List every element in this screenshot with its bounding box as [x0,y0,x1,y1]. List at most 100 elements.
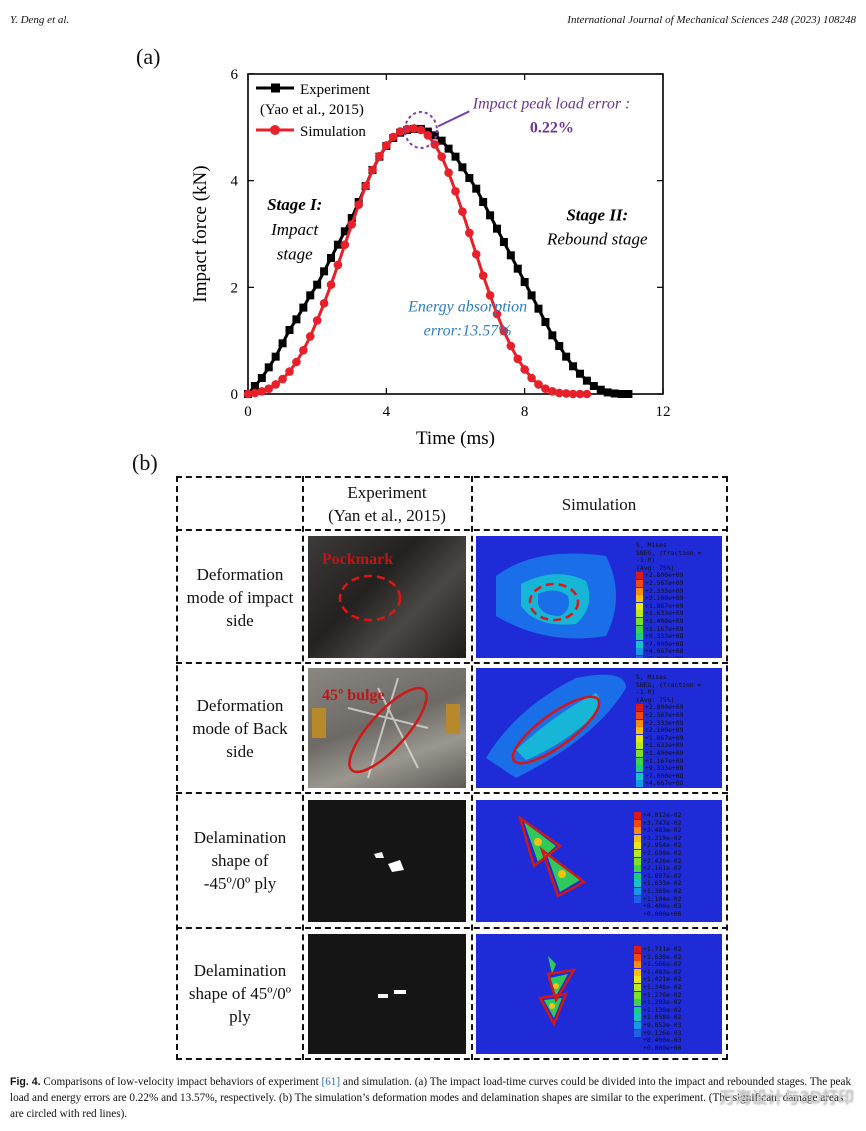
legend-rows: +2.800e+09 +2.567e+09 +2.333e+09 +2.100e+09… [636,572,722,658]
simulation-point [548,387,557,396]
photo-back-side: 45º bulge [308,668,466,788]
legend-value: +1.400e+09 [636,749,722,758]
sim-delam-neg45: +4.012e-02 +3.747e-02 +3.483e-02 +3.219e-02… [476,800,722,922]
legend-swatch [634,946,641,953]
legend-swatch [636,719,643,727]
row-label-line: mode of impact [186,587,294,607]
row-label-line: Deformation [196,564,284,584]
pockmark-tag: Pockmark [322,551,393,568]
legend-swatch [636,572,643,580]
x-tick-label: 4 [383,404,391,420]
legend-value: +1.633e+09 [636,610,722,618]
legend-value: +1.167e+09 [636,625,722,634]
simulation-point [444,168,453,177]
legend-delam-2: +1.711e-02 +1.639e-02 +1.566e-02 +1.493e-02… [634,945,681,1052]
experiment-point [472,184,481,193]
legend-value: +2.100e+09 [636,727,722,735]
legend-value: +1.493e-02 [634,968,681,977]
experiment-point [250,382,259,390]
simulation-point [437,152,446,161]
legend-value: +2.333e+09 [636,587,722,596]
simulation-point [465,228,474,238]
experiment-point [327,254,335,262]
simulation-point [423,131,433,140]
experiment-point [596,385,605,394]
legend-swatch [636,749,643,757]
simulation-point [451,187,460,196]
x-axis-label: Time (ms) [416,428,495,449]
legend-swatch [636,648,643,656]
header-authors: Y. Deng et al. [10,14,70,26]
legend-value: +2.333e+08 [636,655,722,658]
experiment-point [430,131,439,140]
legend-value: +2.690e-02 [634,849,681,858]
legend-value: +4.667e+08 [636,648,722,656]
legend-swatch [634,827,641,835]
row-label-line: shape of 45º/0º [188,984,292,1003]
legend-swatch [636,579,643,587]
y-tick-label: 0 [231,387,239,403]
legend-swatch [636,602,643,610]
comparison-table: Experiment (Yan et al., 2015) Simulation… [176,476,728,1060]
sim-back-side-contour [486,674,626,778]
legend-title-line: SNEG, (fraction = -1.0) [636,680,702,697]
experiment-point [292,315,301,324]
legend-swatch [634,857,641,865]
legend-value: +3.483e-02 [634,827,681,835]
legend-value: +7.000e+08 [636,640,722,649]
energy-error-line1: Energy absorption [407,298,527,315]
experiment-point [499,238,508,246]
simulation-point [326,280,336,289]
legend-value: +4.012e-02 [634,811,681,820]
row-label-line: Delamination [193,828,287,847]
experiment-point [340,227,349,236]
legend-swatch [634,865,641,873]
simulation-point [527,373,536,383]
legend-value: +8.400e-03 [634,1037,681,1045]
experiment-point [582,376,591,385]
legend-value: +1.639e-02 [634,953,681,962]
simulation-point [278,374,287,384]
y-tick-label: 2 [231,280,239,296]
legend-value: +3.219e-02 [634,834,681,843]
simulation-point [375,151,384,161]
legend-value: +2.954e-02 [634,842,681,850]
stage1-line2: stage [277,245,313,264]
experiment-point [465,174,474,182]
legend-swatch [634,842,641,850]
legend-value: +1.400e+09 [636,617,722,626]
legend-swatch [636,711,643,719]
simulation-point [361,181,370,191]
legend-simulation-label: Simulation [300,124,366,140]
legend-value: +8.400e-03 [634,903,681,911]
peak-arrow [437,110,470,128]
experiment-point [264,363,273,372]
legend-value: +2.567e+09 [636,711,722,720]
legend-value: +1.897e-02 [634,872,681,881]
legend-title-line: (Avg: 75%) [636,695,675,704]
photo-back-side-overlay: 45º bulge [312,677,460,779]
simulation-point [285,367,294,376]
legend-experiment-label: Experiment [300,82,371,98]
experiment-point [617,390,626,398]
legend-value: +9.333e+08 [636,765,722,773]
header-experiment-label: Experiment [347,483,427,502]
legend-swatch [634,991,641,999]
simulation-point [582,389,592,399]
simulation-point [506,341,516,351]
experiment-point [555,342,564,350]
impact-force-chart: 0 4 8 12 0 2 4 6 Time (ms) Impact force (kN) Exper… [190,67,671,449]
row-label-impact-side: Deformation mode of impact side [178,532,302,662]
row-label-line: ply [229,1007,251,1026]
experiment-point [603,388,612,397]
legend-swatch [636,765,643,773]
caption-fig-number: Fig. 4. [10,1076,41,1088]
watermark: 万海设计与3D打印 [719,1088,854,1107]
experiment-point [486,211,495,220]
caption-reference-link[interactable]: [61] [321,1076,341,1088]
experiment-point [624,390,633,398]
photo-delam-45 [308,934,466,1054]
sim-impact-side-contour [496,553,616,639]
legend-value: +4.667e+08 [636,780,722,788]
simulation-point [340,240,350,249]
